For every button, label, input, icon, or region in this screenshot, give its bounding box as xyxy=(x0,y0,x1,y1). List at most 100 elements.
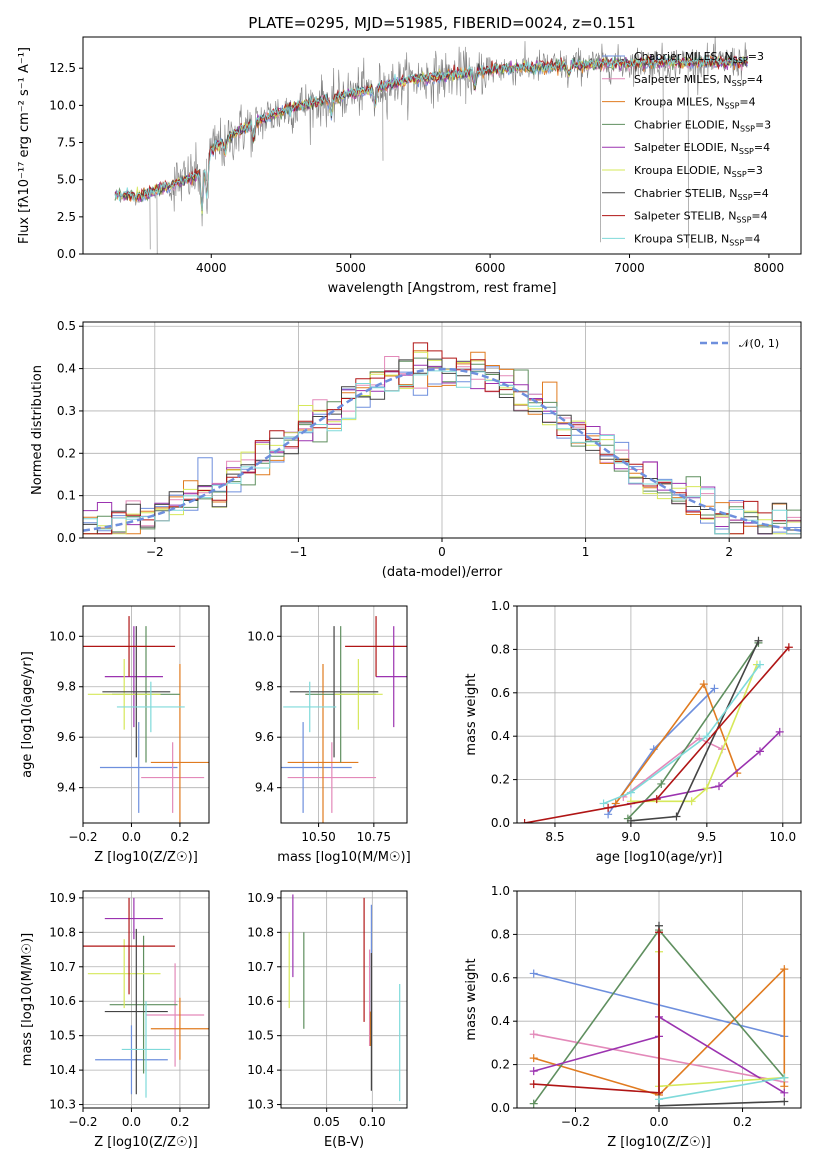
y-tick-label: 10.7 xyxy=(49,960,76,974)
x-tick-label: 0.05 xyxy=(313,1115,340,1129)
data-point xyxy=(520,819,529,823)
x-axis-label: Z [log10(Z/Z☉)] xyxy=(94,850,198,865)
x-tick-label: 0.0 xyxy=(122,1115,141,1129)
y-tick-label: 10.5 xyxy=(247,1029,274,1043)
errorbar-salpeter-miles xyxy=(287,742,377,813)
errorbar-salpeter-stelib xyxy=(83,897,176,995)
y-axis-label: Normed distribution xyxy=(30,365,45,495)
x-tick-label: 0.10 xyxy=(359,1115,386,1129)
y-tick-label: 9.4 xyxy=(255,781,274,795)
y-tick-label: 0.2 xyxy=(491,1058,510,1072)
y-axis-label: mass weight xyxy=(464,958,479,1040)
series-kroupa-stelib xyxy=(599,660,764,808)
y-tick-label: 9.8 xyxy=(57,680,76,694)
x-tick-label: 0.0 xyxy=(122,830,141,844)
errorbar-chabrier-stelib xyxy=(104,928,168,1095)
x-tick-label: −1 xyxy=(290,545,308,559)
data-point xyxy=(626,788,635,797)
series-line xyxy=(658,1076,785,1101)
y-tick-label: 9.6 xyxy=(255,730,274,744)
x-tick-label: 10.0 xyxy=(769,830,796,844)
errorbar-kroupa-miles xyxy=(150,997,209,1060)
errorbar-salpeter-miles xyxy=(141,742,205,813)
legend-entry: Chabrier ELODIE, NSSP=3 xyxy=(634,118,771,133)
y-tick-label: 0.2 xyxy=(57,446,76,460)
plot-area xyxy=(83,897,209,1098)
hist-kroupa-stelib xyxy=(83,370,801,535)
x-tick-label: 8.5 xyxy=(545,830,564,844)
errorbar-chabrier-stelib xyxy=(102,626,171,758)
x-tick-label: 0.2 xyxy=(170,830,189,844)
data-point xyxy=(699,680,708,689)
series-line xyxy=(630,731,781,805)
errorbar-kroupa-miles xyxy=(287,664,359,823)
errorbar-salpeter-elodie xyxy=(376,626,407,728)
data-point xyxy=(672,812,681,821)
data-point xyxy=(784,643,793,652)
x-tick-label: 4000 xyxy=(196,261,227,275)
legend: Chabrier MILES, NSSP=3 Salpeter MILES, NS… xyxy=(602,50,771,247)
x-tick-label: 8000 xyxy=(754,261,785,275)
data-point xyxy=(780,965,789,974)
legend-entry: Chabrier MILES, NSSP=3 xyxy=(634,50,764,65)
data-point xyxy=(755,660,764,669)
legend-entry: Salpeter STELIB, NSSP=4 xyxy=(634,210,768,225)
spectrum-data xyxy=(114,37,749,254)
y-tick-label: 10.6 xyxy=(247,994,274,1008)
y-tick-label: 10.9 xyxy=(49,891,76,905)
chart-title: PLATE=0295, MJD=51985, FIBERID=0024, z=0… xyxy=(248,14,635,32)
axes-frame xyxy=(82,36,802,255)
model-kroupa-stelib xyxy=(114,54,748,211)
y-tick-label: 10.8 xyxy=(247,925,274,939)
data-point xyxy=(775,727,784,736)
panel-spectrum: 4000 5000 6000 7000 8000 0.0 2.5 5.0 7.5 10.0 12.5… xyxy=(17,14,802,296)
data-point xyxy=(754,636,763,645)
errorbar-chabrier-miles xyxy=(99,722,178,813)
x-tick-label: 7000 xyxy=(614,261,645,275)
x-tick-label: −0.2 xyxy=(561,1115,590,1129)
data-point xyxy=(529,969,538,978)
plot-area xyxy=(114,37,749,254)
y-axis-label: mass weight xyxy=(464,673,479,755)
series-salpeter-stelib xyxy=(520,643,793,823)
y-tick-label: 10.4 xyxy=(49,1063,76,1077)
errorbar-chabrier-stelib xyxy=(289,626,379,758)
errorbar-kroupa-stelib xyxy=(116,681,185,733)
y-tick-label: 1.0 xyxy=(491,884,510,898)
data-point xyxy=(780,1088,789,1097)
errorbar-salpeter-stelib xyxy=(83,616,176,677)
y-tick-label: 0.0 xyxy=(57,247,76,261)
y-tick-label: 0.4 xyxy=(491,1014,510,1028)
x-tick-label: 10.75 xyxy=(357,830,391,844)
y-tick-label: 9.8 xyxy=(255,680,274,694)
series-chabrier-stelib xyxy=(626,636,763,823)
y-tick-label: 10.9 xyxy=(247,891,274,905)
grid xyxy=(281,606,407,823)
y-tick-label: 10.0 xyxy=(49,629,76,643)
y-tick-label: 0.0 xyxy=(57,531,76,545)
legend-entry: Salpeter MILES, NSSP=4 xyxy=(634,73,763,88)
x-axis-label: (data-model)/error xyxy=(382,565,503,580)
x-tick-label: −2 xyxy=(146,545,164,559)
y-tick-label: 0.0 xyxy=(491,1101,510,1115)
data-point xyxy=(702,784,711,793)
y-tick-label: 7.5 xyxy=(57,136,76,150)
errorbar-kroupa-miles xyxy=(150,664,209,823)
x-tick-label: 0.2 xyxy=(170,1115,189,1129)
data-point xyxy=(529,1030,538,1039)
errorbar-chabrier-miles xyxy=(281,722,352,813)
y-tick-label: 10.0 xyxy=(247,629,274,643)
y-tick-label: 0.6 xyxy=(491,686,510,700)
y-tick-label: 1.0 xyxy=(491,599,510,613)
errorbar-chabrier-elodie xyxy=(109,935,178,1074)
y-tick-label: 0.5 xyxy=(57,319,76,333)
plot-area xyxy=(520,636,793,823)
panel-age-vs-mass: 10.50 10.75 9.4 9.6 9.8 10.0 mass [log10(M/M☉)… xyxy=(247,605,411,865)
x-tick-label: 10.50 xyxy=(301,830,335,844)
data-point xyxy=(626,816,635,823)
y-tick-label: 0.3 xyxy=(57,404,76,418)
errorbar-salpeter-elodie xyxy=(104,897,163,940)
model-chabrier-stelib xyxy=(114,54,748,209)
data-point xyxy=(687,797,696,806)
